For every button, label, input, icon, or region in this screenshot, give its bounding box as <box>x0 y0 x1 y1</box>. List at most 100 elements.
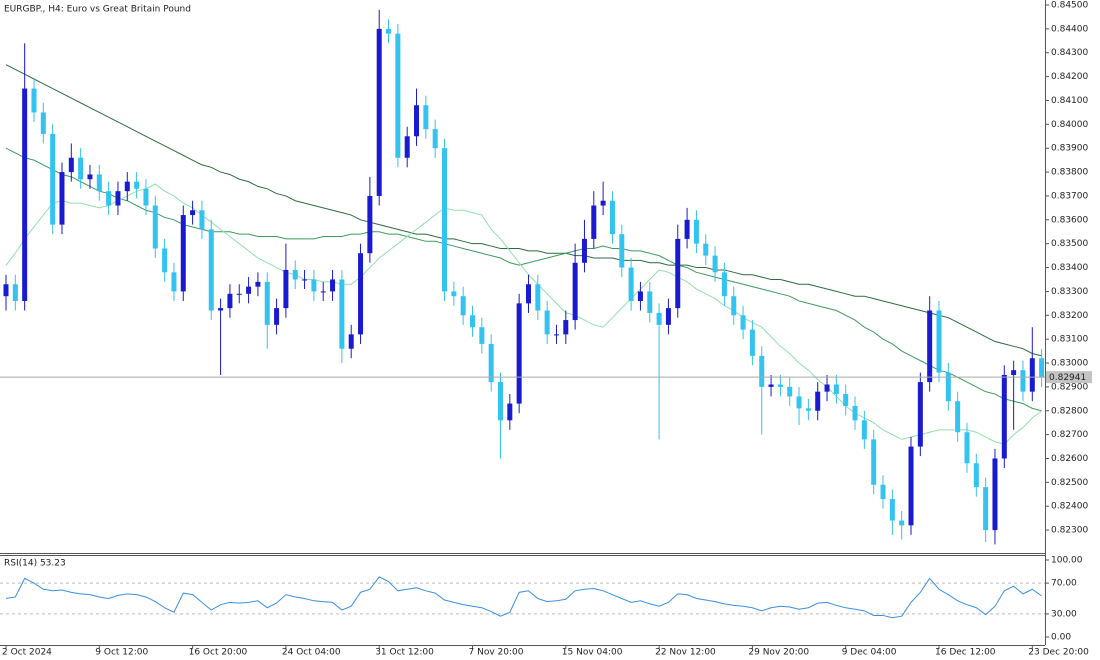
candle-body <box>180 215 186 292</box>
y-tick-label: 0.84400 <box>1051 24 1088 34</box>
x-tick-label: 7 Nov 20:00 <box>469 648 524 658</box>
x-tick-label: 16 Dec 12:00 <box>935 648 996 658</box>
y-tick-label: 70.00 <box>1051 579 1077 589</box>
x-tick-label: 9 Oct 12:00 <box>95 648 148 658</box>
candle-body <box>1020 370 1026 392</box>
x-tick-label: 15 Nov 04:00 <box>562 648 623 658</box>
candle-body <box>628 267 634 301</box>
candle-body <box>152 205 158 249</box>
candle-body <box>899 520 905 526</box>
candle-body <box>162 248 168 273</box>
candle-body <box>87 174 93 180</box>
candle-body <box>320 291 326 293</box>
candle-body <box>712 255 718 273</box>
candle-body <box>31 88 37 113</box>
candle-body <box>973 463 979 488</box>
candle-body <box>824 384 830 392</box>
candle-body <box>414 105 420 137</box>
candle-body <box>274 308 280 325</box>
candle-body <box>1011 370 1017 375</box>
candle-body <box>488 343 494 383</box>
candle-body <box>96 174 102 192</box>
candle-body <box>581 238 587 263</box>
candle-body <box>348 334 354 349</box>
x-tick-label: 9 Dec 04:00 <box>842 648 897 658</box>
candle-body <box>871 439 877 485</box>
candle-body <box>367 195 373 254</box>
candle-body <box>703 243 709 256</box>
candle-body <box>1039 358 1045 378</box>
y-tick-label: 0.84200 <box>1051 72 1088 82</box>
y-tick-label: 0.83300 <box>1051 287 1088 297</box>
y-tick-label: 30.00 <box>1051 609 1077 619</box>
candle-body <box>908 446 914 526</box>
candle-body <box>22 88 28 301</box>
candle-body <box>106 191 112 206</box>
candle-body <box>675 238 681 309</box>
candle-body <box>777 384 783 387</box>
candle-body <box>535 284 541 311</box>
indicator-label: RSI(14) 53.23 <box>4 559 66 569</box>
indicator-line <box>5 64 1042 357</box>
y-tick-label: 0.82400 <box>1051 502 1088 512</box>
candle-body <box>208 229 214 311</box>
y-tick-label: 100.00 <box>1051 556 1083 566</box>
candle-body <box>880 484 886 500</box>
y-tick-label: 0.82500 <box>1051 478 1088 488</box>
candle-body <box>227 293 233 309</box>
candle-body <box>544 310 550 335</box>
indicator-line <box>5 147 1042 412</box>
candle-body <box>731 296 737 316</box>
candle-body <box>442 148 448 292</box>
candle-body <box>236 293 242 295</box>
candle-body <box>759 355 765 387</box>
candle-body <box>283 269 289 309</box>
candle-body <box>358 253 364 335</box>
y-tick-label: 0.84000 <box>1051 120 1088 130</box>
candle-body <box>647 291 653 313</box>
y-tick-label: 0.82900 <box>1051 382 1088 392</box>
candle-body <box>749 329 755 356</box>
candle-body <box>423 105 429 130</box>
candle-body <box>693 219 699 244</box>
candle-body <box>1001 374 1007 459</box>
x-tick-label: 23 Dec 20:00 <box>1028 648 1089 658</box>
x-tick-label: 2 Oct 2024 <box>2 648 52 658</box>
candle-body <box>68 157 74 173</box>
candle-body <box>302 279 308 281</box>
candle-body <box>50 133 56 225</box>
chart-title: EURGBP., H4: Euro vs Great Britain Pound <box>4 5 191 15</box>
candle-body <box>143 188 149 206</box>
y-tick-label: 0.83100 <box>1051 335 1088 345</box>
candle-body <box>665 308 671 325</box>
x-tick-label: 29 Nov 20:00 <box>748 648 809 658</box>
candle-body <box>796 396 802 409</box>
candle-body <box>917 382 923 447</box>
candle-body <box>721 272 727 297</box>
y-tick-label: 0.83800 <box>1051 168 1088 178</box>
candle-body <box>115 191 121 206</box>
y-tick-label: 0.83200 <box>1051 311 1088 321</box>
candle-body <box>497 382 503 421</box>
candle-body <box>451 291 457 297</box>
candle-body <box>124 181 130 192</box>
candle-body <box>1029 358 1035 392</box>
candle-body <box>134 181 140 189</box>
candle-body <box>600 200 606 206</box>
x-tick-label: 16 Oct 20:00 <box>189 648 248 658</box>
candle-body <box>553 334 559 336</box>
candle-body <box>395 33 401 158</box>
candle-body <box>460 296 466 316</box>
candle-body <box>339 279 345 349</box>
candle-body <box>936 310 942 373</box>
candle-body <box>787 386 793 397</box>
candle-body <box>404 136 410 158</box>
candle-body <box>572 262 578 321</box>
y-tick-label: 0.83700 <box>1051 191 1088 201</box>
candle-body <box>3 284 9 297</box>
y-tick-label: 0.83900 <box>1051 144 1088 154</box>
x-tick-label: 24 Oct 04:00 <box>282 648 341 658</box>
last-price-label: 0.82941 <box>1049 373 1086 383</box>
candle-body <box>432 129 438 149</box>
